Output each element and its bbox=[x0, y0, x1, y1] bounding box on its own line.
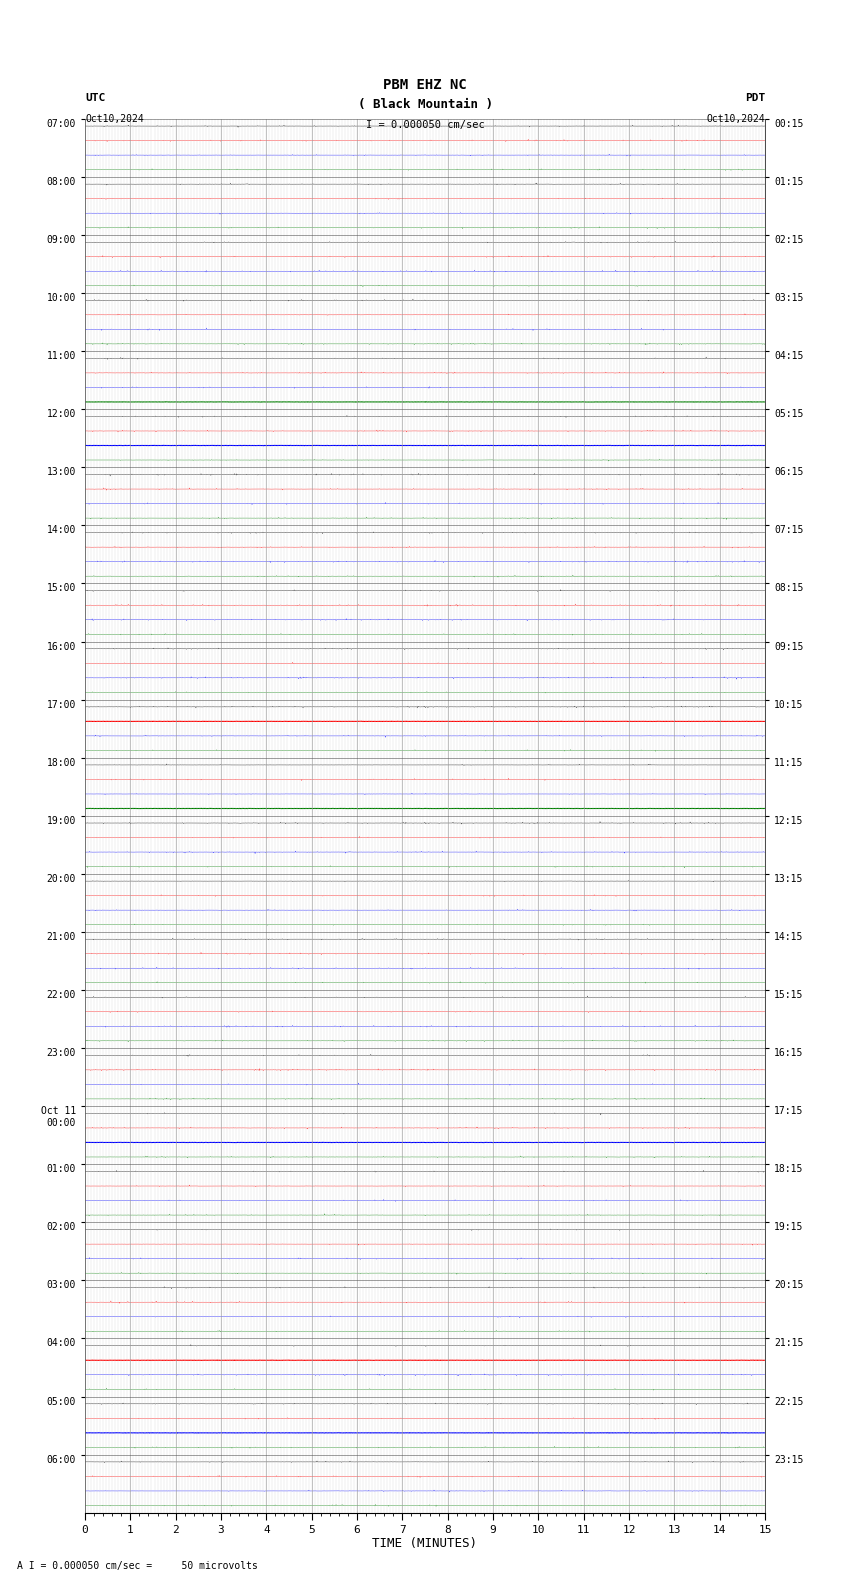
X-axis label: TIME (MINUTES): TIME (MINUTES) bbox=[372, 1538, 478, 1551]
Text: UTC: UTC bbox=[85, 93, 105, 103]
Text: PBM EHZ NC: PBM EHZ NC bbox=[383, 78, 467, 92]
Text: PDT: PDT bbox=[745, 93, 765, 103]
Text: Oct10,2024: Oct10,2024 bbox=[706, 114, 765, 124]
Text: I = 0.000050 cm/sec: I = 0.000050 cm/sec bbox=[366, 120, 484, 130]
Text: Oct10,2024: Oct10,2024 bbox=[85, 114, 144, 124]
Text: ( Black Mountain ): ( Black Mountain ) bbox=[358, 98, 492, 111]
Text: A I = 0.000050 cm/sec =     50 microvolts: A I = 0.000050 cm/sec = 50 microvolts bbox=[17, 1562, 258, 1571]
